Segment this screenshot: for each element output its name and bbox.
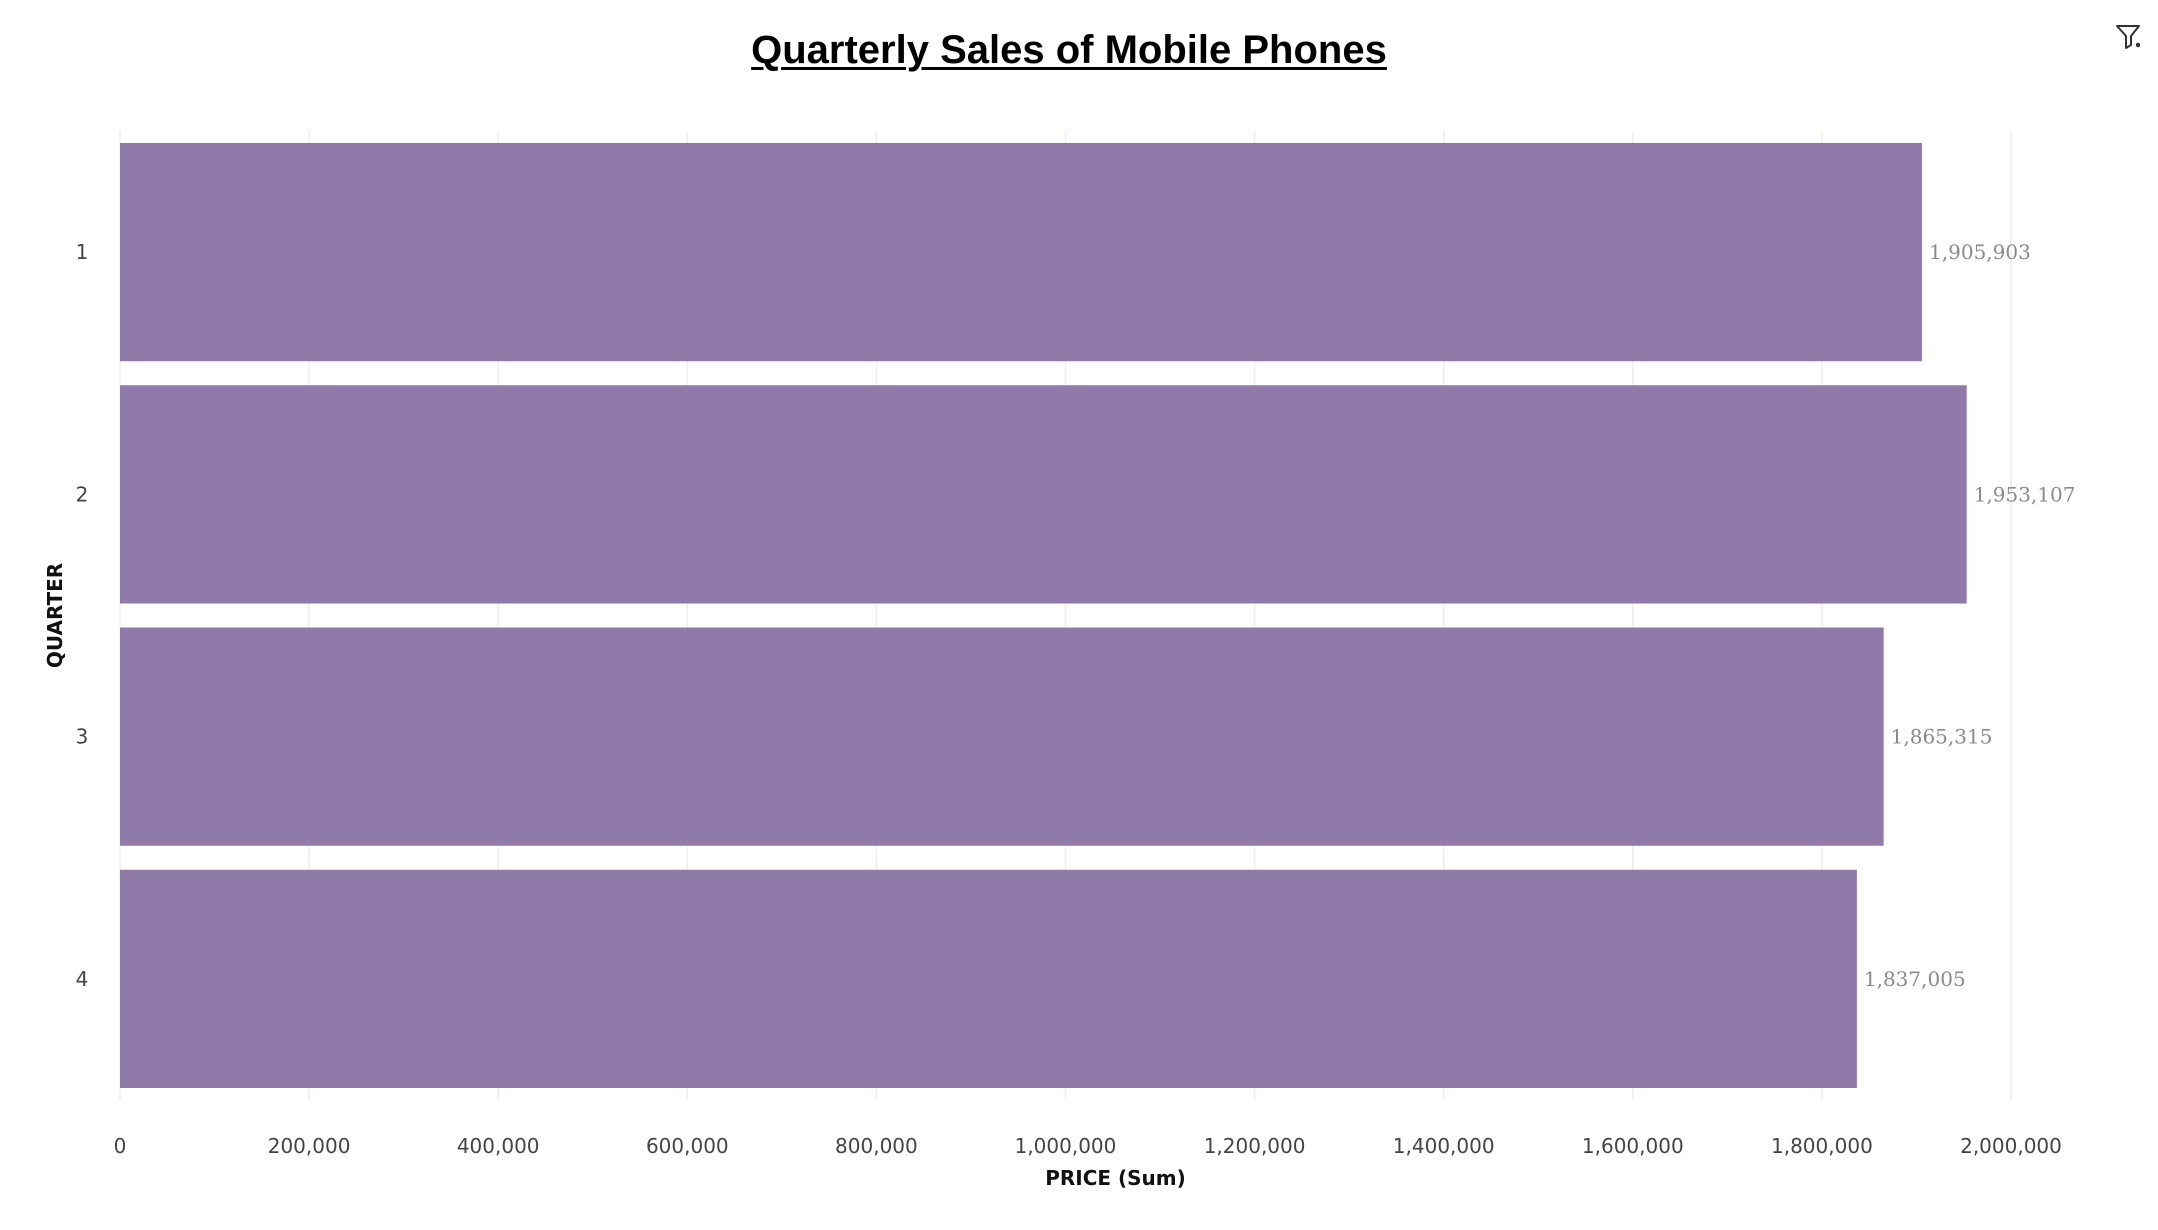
bar-value-label: 1,953,107 — [1974, 482, 2076, 506]
x-tick-label: 1,000,000 — [1015, 1134, 1117, 1158]
x-tick-label: 200,000 — [268, 1134, 351, 1158]
x-tick-label: 400,000 — [457, 1134, 540, 1158]
x-tick-label: 0 — [114, 1134, 127, 1158]
value-labels: 1,905,903 1,953,107 1,865,315 1,837,005 — [1864, 240, 2076, 991]
x-tick-label: 2,000,000 — [1960, 1134, 2062, 1158]
filter-button[interactable] — [2108, 16, 2148, 56]
bar[interactable] — [120, 869, 1857, 1088]
y-tick-label: 1 — [76, 240, 89, 264]
x-tick-label: 600,000 — [646, 1134, 729, 1158]
y-tick-labels: 1 2 3 4 — [76, 240, 89, 991]
bar-value-label: 1,837,005 — [1864, 967, 1966, 991]
x-tick-label: 800,000 — [835, 1134, 918, 1158]
y-tick-label: 4 — [76, 967, 89, 991]
bar-value-label: 1,865,315 — [1891, 725, 1993, 749]
bar[interactable] — [120, 385, 1967, 604]
bar[interactable] — [120, 627, 1884, 846]
x-tick-labels: 0 200,000 400,000 600,000 800,000 1,000,000 1,… — [114, 1134, 2062, 1158]
bar-value-label: 1,905,903 — [1929, 240, 2031, 264]
x-axis-title: PRICE (Sum) — [1045, 1166, 1186, 1190]
bars — [120, 143, 1967, 1088]
x-tick-label: 1,600,000 — [1582, 1134, 1684, 1158]
y-tick-label: 3 — [76, 725, 89, 749]
x-tick-label: 1,400,000 — [1393, 1134, 1495, 1158]
x-tick-label: 1,200,000 — [1204, 1134, 1306, 1158]
filter-icon — [2116, 25, 2141, 49]
x-tick-label: 1,800,000 — [1771, 1134, 1873, 1158]
y-axis-title: QUARTER — [43, 563, 67, 668]
y-tick-label: 2 — [76, 482, 89, 506]
chart-title: Quarterly Sales of Mobile Phones — [751, 28, 1387, 72]
bar[interactable] — [120, 143, 1923, 362]
